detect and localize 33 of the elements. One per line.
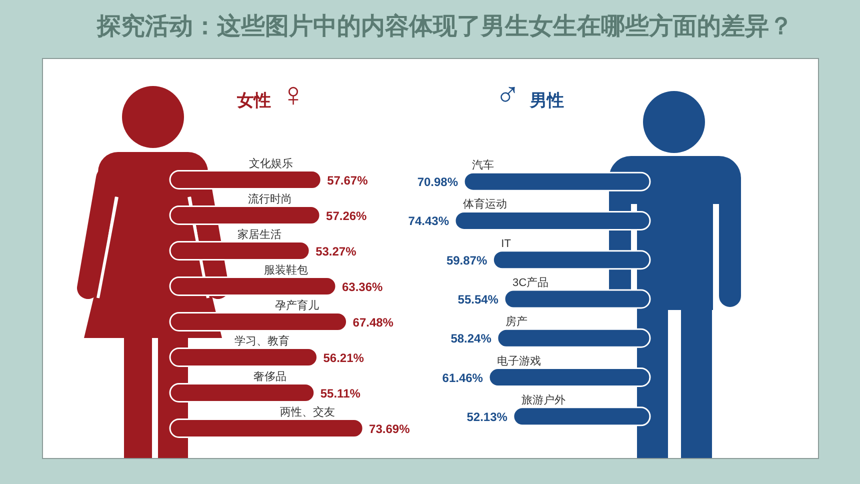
y-tick-label: 体育运动 [463, 198, 507, 211]
y-tick-label: 3C产品 [512, 276, 549, 289]
data-label: 58.24% [450, 332, 492, 346]
data-label: 55.11% [320, 386, 361, 400]
data-label: 57.26% [326, 208, 368, 223]
y-tick-label: 家居生活 [238, 228, 282, 241]
data-label: 63.36% [342, 280, 384, 294]
y-tick-label: 学习、教育 [234, 334, 290, 348]
y-tick-label: 奢侈品 [253, 370, 286, 383]
data-label: 57.67% [327, 173, 368, 188]
data-label: 53.27% [316, 244, 357, 258]
chart-title: 女性 ♀ [236, 76, 306, 114]
y-tick-label: 两性、交友 [280, 405, 336, 418]
data-label: 55.54% [458, 292, 499, 306]
y-tick-label: 服装鞋包 [264, 263, 308, 276]
y-tick-label: 旅游户外 [521, 393, 566, 406]
y-tick-label: 汽车 [472, 158, 494, 172]
data-label: 56.21% [323, 350, 364, 365]
y-tick-label: IT [501, 238, 512, 250]
chart-title: ♂ 男性 [495, 76, 564, 114]
data-label: 73.69% [369, 422, 410, 436]
y-tick-label: 孕产育儿 [274, 298, 319, 312]
data-label: 59.87% [446, 253, 488, 268]
data-label: 70.98% [417, 175, 458, 190]
y-tick-label: 文化娱乐 [249, 156, 294, 170]
data-label: 52.13% [466, 410, 508, 424]
data-label: 67.48% [352, 315, 394, 330]
data-label: 61.46% [442, 370, 484, 385]
y-tick-label: 电子游戏 [496, 354, 541, 368]
data-label: 74.43% [408, 214, 450, 228]
y-tick-label: 流行时尚 [248, 192, 292, 206]
text: 探究活动：这些图片中的内容体现了男生女生在哪些方面的差异？ [96, 12, 793, 40]
y-tick-label: 房产 [505, 315, 528, 328]
